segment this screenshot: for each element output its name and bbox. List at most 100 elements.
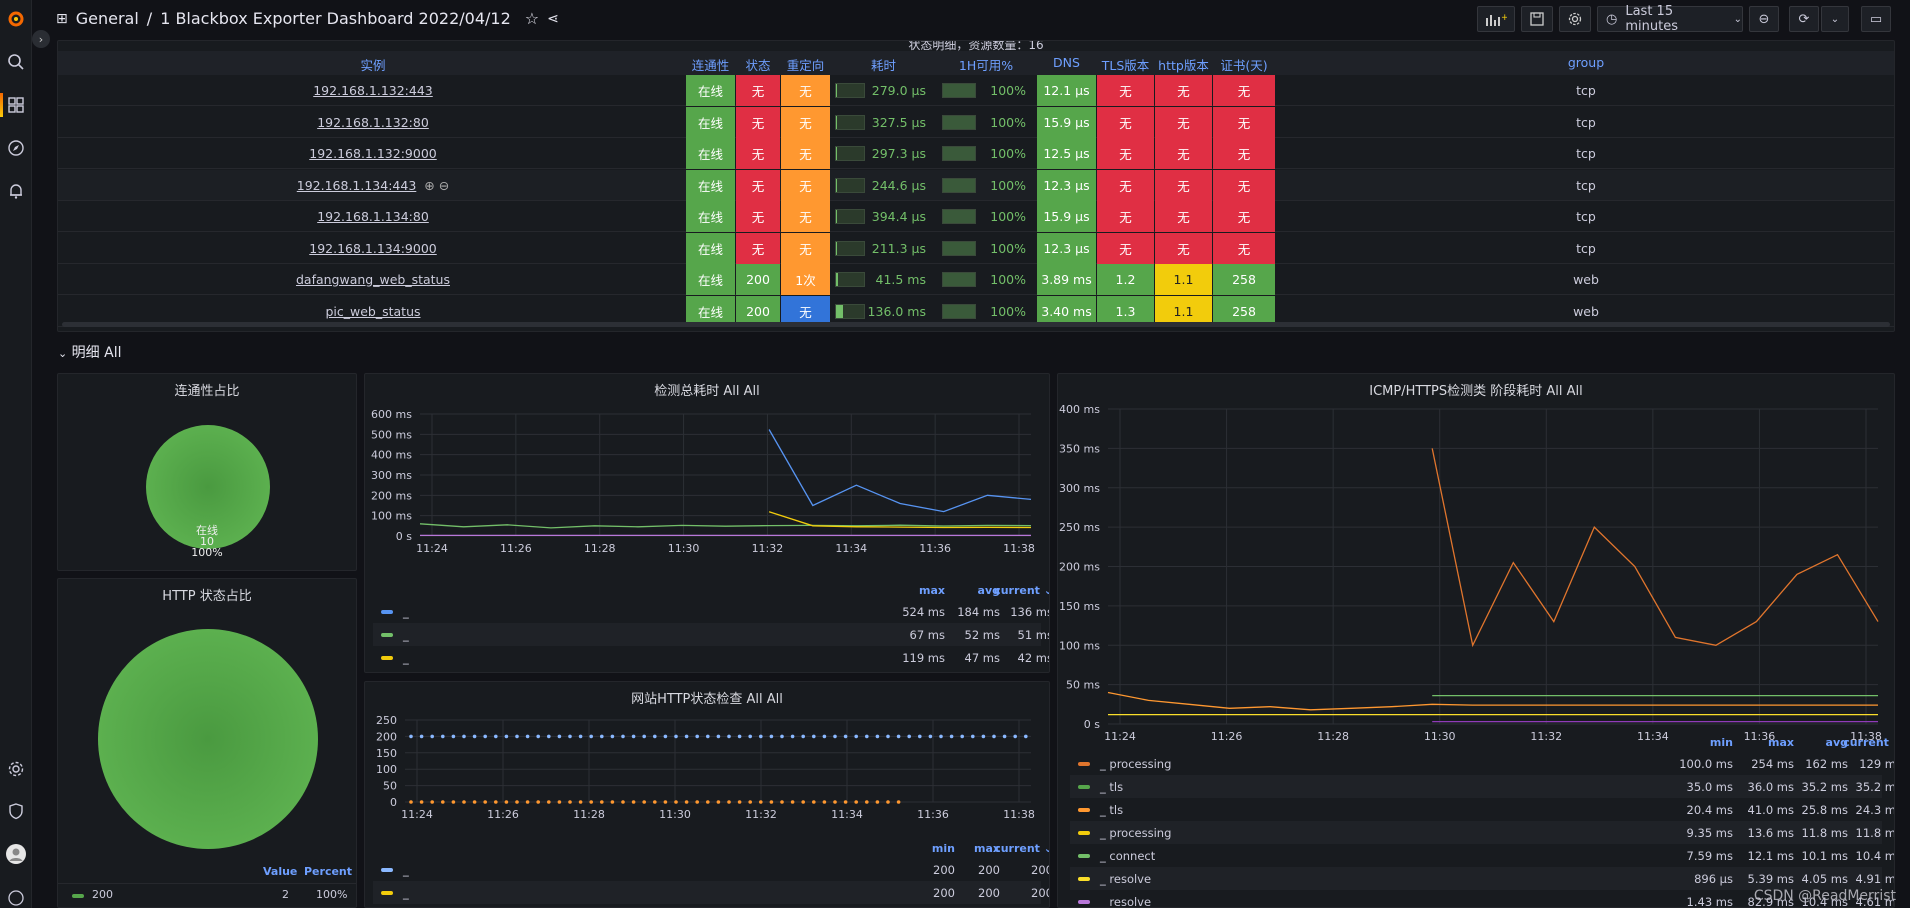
legend-row[interactable]: _ 200 200 200 (373, 858, 1049, 881)
table-cell-tls: 无 (1097, 75, 1154, 106)
shield-icon[interactable] (6, 801, 26, 821)
legend-row[interactable]: _ resolve 896 µs 5.39 ms 4.05 ms 4.91 ms (1070, 867, 1894, 890)
table-cell-tls: 1.2 (1097, 264, 1154, 295)
legend-sort-header[interactable]: avg (1825, 736, 1848, 749)
table-row[interactable]: 192.168.1.132:443 在线无无 279.0 µs 100% 12.1 µs… (58, 75, 1894, 106)
table-cell-instance[interactable]: 192.168.1.134:9000 (58, 233, 688, 264)
table-row[interactable]: 192.168.1.134:80 在线无无 394.4 µs 100% 15.9 µs 无… (58, 201, 1894, 232)
series-point (706, 800, 710, 804)
breadcrumb-folder[interactable]: General (75, 9, 139, 28)
legend-sort-header[interactable]: max (1768, 736, 1794, 749)
column-header[interactable]: 重定向 (786, 58, 825, 73)
sidebar-collapse-chevron-icon[interactable]: › (32, 30, 50, 48)
user-avatar[interactable] (6, 844, 26, 864)
refresh-button[interactable]: ⟳ (1789, 6, 1819, 32)
instance-link[interactable]: 192.168.1.134:80 (317, 209, 429, 224)
column-header[interactable]: 状态 (745, 58, 771, 73)
stage-duration-chart[interactable]: 0 s 50 ms 100 ms 150 ms 200 ms 250 ms 300 ms 35… (1058, 394, 1895, 754)
share-icon[interactable]: ⋖ (547, 10, 559, 27)
search-icon[interactable] (6, 52, 26, 72)
legend-row[interactable]: _ tls 35.0 ms 36.0 ms 35.2 ms 35.2 ms (1070, 775, 1894, 798)
instance-link[interactable]: 192.168.1.134:443 (296, 177, 417, 193)
table-cell-instance[interactable]: 192.168.1.132:80 (58, 107, 688, 138)
instance-link[interactable]: 192.168.1.134:9000 (309, 240, 437, 256)
add-panel-button[interactable]: + (1477, 6, 1515, 32)
legend-row[interactable]: _ tls 20.4 ms 41.0 ms 25.8 ms 24.3 ms (1070, 798, 1894, 821)
column-header[interactable]: 证书(天) (1220, 58, 1268, 73)
table-cell-instance[interactable]: 192.168.1.134:80 (58, 201, 688, 232)
legend-row[interactable]: _ 119 ms 47 ms 42 ms (373, 646, 1049, 669)
pie-slice-200[interactable] (98, 629, 318, 849)
instance-link[interactable]: 192.168.1.132:80 (317, 114, 429, 130)
series-point (684, 734, 689, 739)
legend-row[interactable]: _ 67 ms 52 ms 51 ms (373, 623, 1049, 646)
dashboard-title[interactable]: 1 Blackbox Exporter Dashboard 2022/04/12 (160, 9, 511, 28)
column-header[interactable]: http版本 (1158, 58, 1209, 73)
instance-link[interactable]: 192.168.1.132:9000 (309, 146, 437, 161)
table-cell-status: 无 (736, 138, 780, 169)
zoom-out-button[interactable]: ⊖ (1749, 6, 1779, 32)
row-section-header[interactable]: ⌄ 明细 All (58, 342, 121, 362)
legend-row[interactable]: _ connect 7.59 ms 12.1 ms 10.1 ms 10.4 ms (1070, 844, 1894, 867)
filter-zoom-icon[interactable]: ⊕ ⊖ (424, 177, 450, 193)
legend-row[interactable]: _ resolve 1.43 ms 82.9 ms 10.4 ms 4.61 ms (1070, 890, 1894, 907)
time-range-picker[interactable]: ◷ Last 15 minutes ⌄ (1597, 4, 1743, 34)
series-line (768, 429, 1032, 513)
instance-link[interactable]: dafangwang_web_status (295, 272, 450, 287)
pie-slice-online[interactable] (146, 425, 270, 549)
legend-row[interactable]: 200 2 100% (58, 883, 356, 905)
column-header[interactable]: 实例 (360, 58, 386, 73)
legend-sort-header[interactable]: current ⌄ (994, 842, 1050, 855)
total-duration-chart[interactable]: 0 s 100 ms 200 ms 300 ms 400 ms 500 ms 600 ms 1… (365, 394, 1050, 594)
table-cell-instance[interactable]: 192.168.1.134:443 ⊕ ⊖ (58, 170, 688, 201)
legend-header-percent[interactable]: Percent (304, 865, 353, 878)
legend-value-max: 67 ms (909, 627, 945, 642)
table-row[interactable]: dafangwang_web_status 在线 200 1次 41.5 ms 100% 3… (58, 264, 1894, 295)
http-status-chart[interactable]: 0 50 100 150 200 250 11:24 11:26 11:28 11:30 11:32… (365, 702, 1050, 852)
column-header[interactable]: TLS版本 (1101, 58, 1150, 73)
column-header[interactable]: DNS (1053, 55, 1080, 70)
table-cell-instance[interactable]: 192.168.1.132:443 (58, 75, 688, 106)
table-row[interactable]: 192.168.1.134:9000 在线无无 211.3 µs 100% 12.3 µ… (58, 232, 1894, 264)
alerting-bell-icon[interactable] (6, 181, 26, 201)
series-point (727, 800, 731, 804)
save-dashboard-button[interactable] (1521, 6, 1553, 32)
settings-gear-icon[interactable] (6, 759, 26, 779)
column-header[interactable]: 1H可用% (958, 58, 1014, 73)
legend-header-value[interactable]: Value (263, 865, 298, 878)
column-header[interactable]: group (1567, 55, 1605, 70)
table-cell-instance[interactable]: 192.168.1.132:9000 (58, 138, 688, 169)
table-row[interactable]: 192.168.1.132:80 在线无无 327.5 µs 100% 15.9 µs 无… (58, 106, 1894, 138)
legend-row[interactable]: _ processing 9.35 ms 13.6 ms 11.8 ms 11.8 ms (1070, 821, 1894, 844)
dashboards-icon[interactable] (6, 95, 26, 115)
instance-link[interactable]: 192.168.1.132:443 (313, 83, 433, 98)
dashboard-settings-button[interactable] (1559, 6, 1591, 32)
explore-compass-icon[interactable] (6, 138, 26, 158)
grafana-logo-icon[interactable] (6, 8, 26, 28)
legend-row[interactable]: _ 524 ms 184 ms 136 ms (373, 600, 1049, 623)
table-cell-instance[interactable]: dafangwang_web_status (58, 264, 688, 295)
legend-row[interactable]: _ processing 100.0 ms 254 ms 162 ms 129 ms (1070, 752, 1894, 775)
legend-row[interactable]: _ 200 200 200 (373, 881, 1049, 904)
legend-sort-header[interactable]: max (919, 584, 945, 597)
legend-sort-header[interactable]: current ⌄ (994, 584, 1050, 597)
horizontal-scrollbar[interactable] (62, 322, 1890, 327)
legend-sort-header[interactable]: max (974, 842, 1000, 855)
tv-mode-button[interactable]: ▭ (1861, 6, 1891, 32)
table-row[interactable]: 192.168.1.132:9000 在线无无 297.3 µs 100% 12.5 µ… (58, 138, 1894, 169)
refresh-interval-dropdown[interactable]: ⌄ (1821, 6, 1849, 32)
table-cell-instance[interactable]: pic_web_status (58, 296, 688, 327)
star-icon[interactable]: ☆ (524, 9, 540, 28)
legend-sort-header[interactable]: current ⌄ (1843, 736, 1894, 749)
legend-sort-header[interactable]: min (931, 842, 955, 855)
legend-sort-header[interactable]: min (1709, 736, 1733, 749)
column-header[interactable]: 耗时 (870, 58, 896, 73)
legend-sort-header[interactable]: avg (977, 584, 1000, 597)
column-header[interactable]: 连通性 (691, 58, 730, 73)
table-cell-avail: 100% (936, 107, 1036, 138)
series-point (706, 734, 710, 739)
instance-link[interactable]: pic_web_status (325, 303, 421, 319)
help-icon[interactable] (6, 888, 26, 908)
table-row[interactable]: 192.168.1.134:443 ⊕ ⊖ 在线无无 244.6 µs 100% 12.… (58, 169, 1894, 201)
table-row[interactable]: pic_web_status 在线 200 无 136.0 ms 100% 3.40 ms 1… (58, 295, 1894, 327)
